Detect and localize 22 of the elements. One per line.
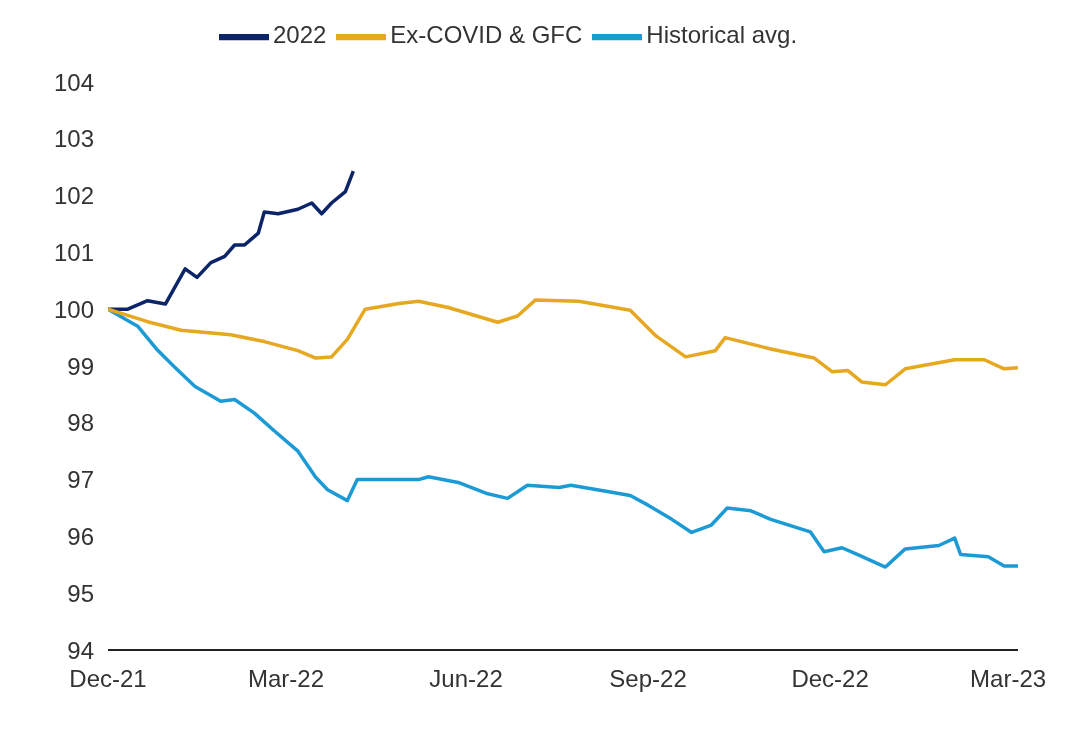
y-tick-label: 103 xyxy=(53,125,94,153)
x-tick-label: Dec-21 xyxy=(69,665,147,693)
line-series xyxy=(108,169,356,311)
y-tick-label: 97 xyxy=(67,466,94,494)
line-series xyxy=(108,298,1018,387)
y-tick-label: 102 xyxy=(53,182,94,210)
y-tick-label: 104 xyxy=(53,68,94,96)
x-tick-label: Sep-22 xyxy=(609,665,687,693)
x-tick-label: Dec-22 xyxy=(791,665,869,693)
legend-label: Historical avg. xyxy=(646,21,798,49)
x-tick-label: Jun-22 xyxy=(429,665,503,693)
legend-label: Ex-COVID & GFC xyxy=(390,21,583,49)
y-tick-label: 99 xyxy=(67,352,94,380)
y-tick-label: 95 xyxy=(67,579,94,607)
y-tick-label: 100 xyxy=(53,295,94,323)
y-tick-label: 96 xyxy=(67,522,94,550)
x-tick-label: Mar-23 xyxy=(970,665,1047,693)
y-tick-label: 98 xyxy=(67,409,94,437)
y-tick-label: 101 xyxy=(53,238,94,266)
x-tick-label: Mar-22 xyxy=(248,665,325,693)
y-tick-label: 94 xyxy=(67,636,94,664)
legend-label: 2022 xyxy=(272,21,327,49)
